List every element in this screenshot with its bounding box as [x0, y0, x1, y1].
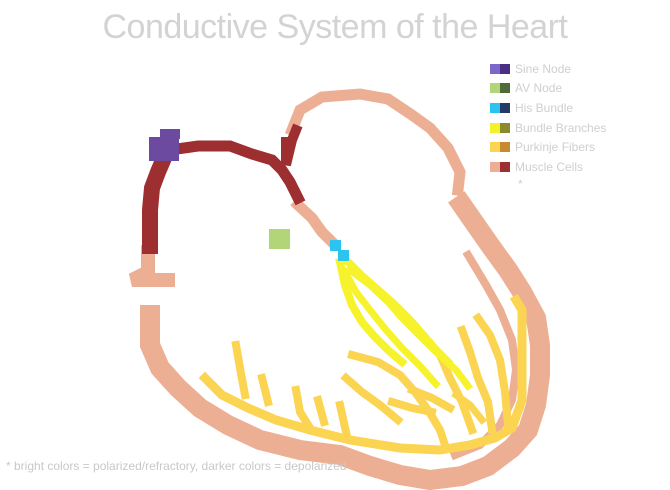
muscle-cells-polarized: [128, 88, 550, 490]
legend-swatch-dark: [500, 122, 510, 133]
purkinje-branch: [456, 324, 497, 435]
purkinje-branch: [406, 384, 456, 414]
sine-node-cell: [160, 129, 180, 139]
bundle-branches: [335, 256, 473, 391]
diagram-title: Conductive System of the Heart: [102, 8, 568, 46]
legend-swatch-bright: [490, 83, 500, 94]
legend-label: Muscle Cells: [515, 159, 584, 174]
bundle-branch-right-inner: [345, 265, 473, 391]
legend-swatch-bright: [490, 63, 500, 74]
muscle-cells-depolarized: [142, 123, 306, 254]
left-atrium-stub: [128, 245, 175, 287]
ventricle-outer-wall: [140, 191, 550, 490]
legend-item: His Bundle: [490, 98, 606, 118]
legend-item: Purkinje Fibers: [490, 137, 606, 157]
av-node-cell: [269, 229, 290, 249]
muscle-depolarized-upper: [281, 123, 303, 167]
legend-note: *: [518, 176, 523, 191]
purkinje-branch: [434, 349, 478, 436]
purkinje-branch: [387, 397, 437, 417]
legend-label: His Bundle: [515, 100, 574, 115]
legend-item: Bundle Branches: [490, 118, 606, 138]
legend-swatch-bright: [490, 161, 500, 172]
legend-item: Muscle Cells: [490, 157, 606, 177]
purkinje-twig: [291, 385, 316, 434]
muscle-depolarized-top: [163, 140, 306, 206]
purkinje-twig: [313, 395, 329, 427]
legend-swatch-bright: [490, 102, 500, 113]
purkinje-main: [198, 293, 527, 455]
legend-swatch-dark: [500, 83, 510, 94]
legend-item: Sine Node: [490, 59, 606, 79]
purkinje-branch: [340, 372, 404, 426]
legend-swatch-bright: [490, 142, 500, 153]
footnote: * bright colors = polarized/refractory, …: [6, 459, 347, 473]
legend-label: Sine Node: [515, 61, 572, 76]
purkinje-twig: [257, 373, 273, 407]
legend: Sine Node AV Node His Bundle Bundle Branche…: [490, 59, 606, 191]
septum-wall: [290, 197, 340, 250]
legend-swatch-dark: [500, 102, 510, 113]
purkinje-twig: [335, 400, 351, 437]
muscle-depolarized-left: [142, 147, 175, 254]
av-node: [269, 229, 290, 249]
purkinje-fibers: [198, 293, 527, 455]
his-bundle: [330, 240, 349, 261]
purkinje-branch: [472, 312, 513, 430]
legend-swatch-dark: [500, 63, 510, 74]
purkinje-twig: [231, 340, 250, 400]
sine-node: [149, 129, 180, 161]
bundle-branch-left: [335, 257, 408, 368]
legend-label: Purkinje Fibers: [515, 140, 596, 155]
legend-swatch-bright: [490, 122, 500, 133]
legend-label: Bundle Branches: [515, 120, 607, 135]
legend-swatch-dark: [500, 142, 510, 153]
legend-swatch-dark: [500, 161, 510, 172]
legend-item: AV Node: [490, 79, 606, 99]
atrium-wall-top: [284, 88, 466, 197]
his-bundle-cell: [338, 250, 349, 261]
sine-node-cell: [149, 137, 179, 161]
purkinje-branch: [451, 390, 487, 425]
legend-label: AV Node: [515, 81, 563, 96]
his-bundle-cell: [330, 240, 341, 251]
bundle-branch-left-inner: [340, 267, 441, 389]
